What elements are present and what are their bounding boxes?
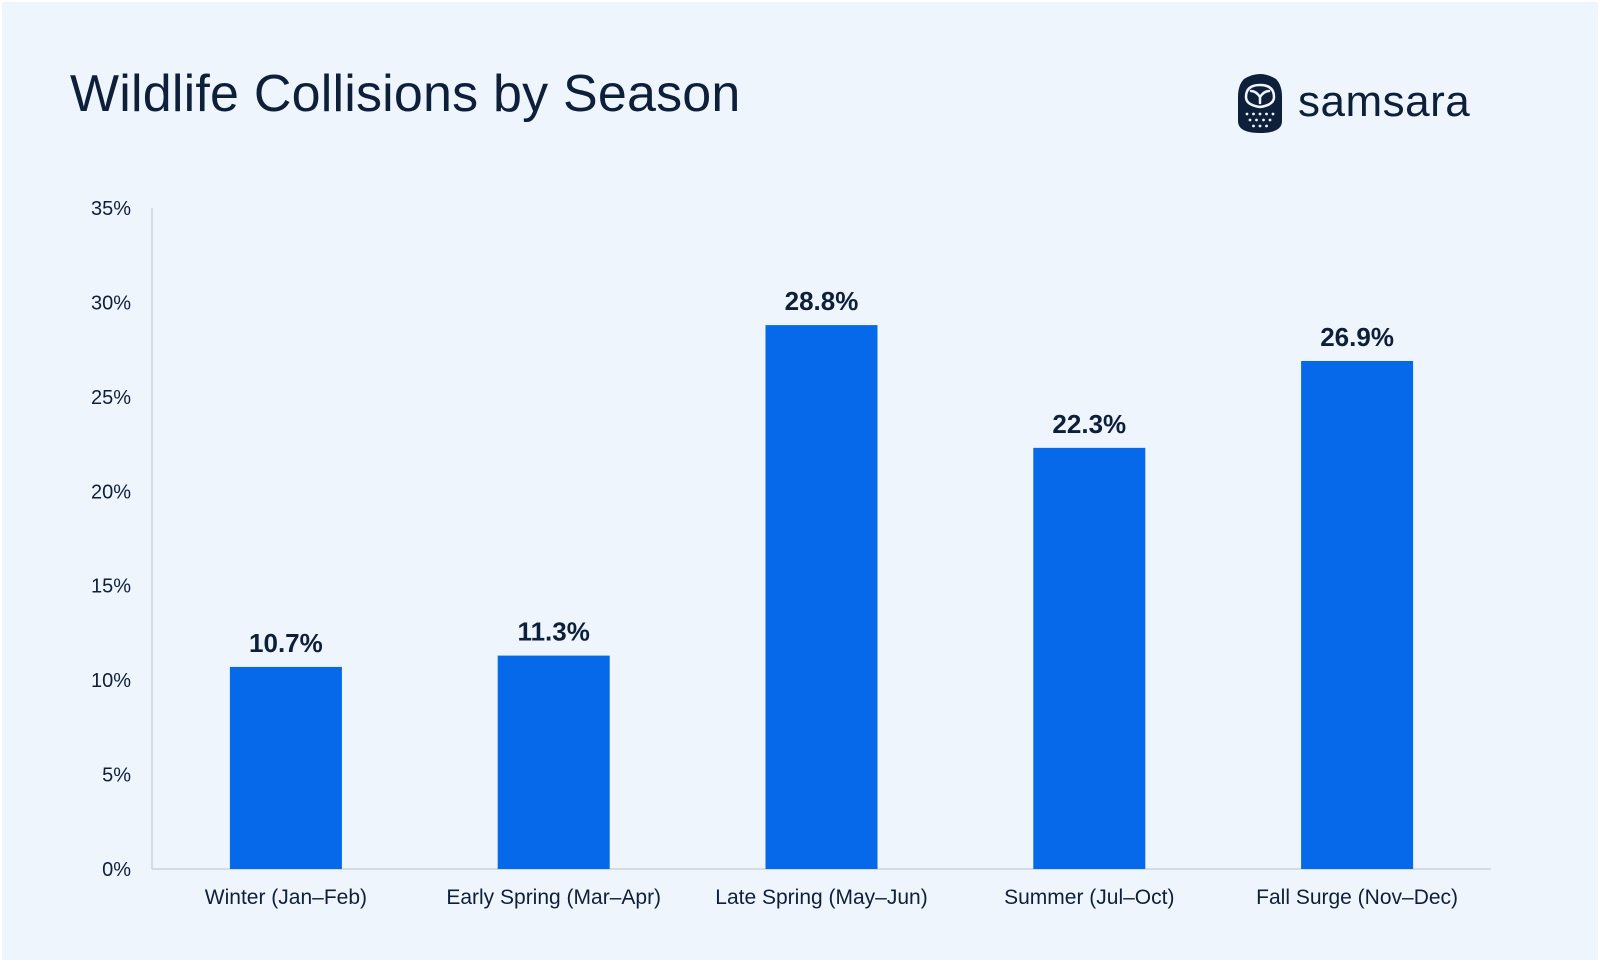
bar xyxy=(1033,447,1146,869)
y-tick-label: 5% xyxy=(102,765,131,787)
bars xyxy=(229,325,1414,869)
category-label: Fall Surge (Nov–Dec) xyxy=(1256,886,1458,909)
chart-title: Wildlife Collisions by Season xyxy=(70,65,741,123)
bar xyxy=(497,655,610,869)
category-labels: Winter (Jan–Feb) Early Spring (Mar–Apr) La… xyxy=(205,886,1458,909)
y-axis-ticks: 0% 5% 10% 15% 20% 25% 30% 35% xyxy=(91,198,131,881)
data-labels: 10.7% 11.3% 28.8% 22.3% 26.9% xyxy=(249,286,1394,658)
category-label: Summer (Jul–Oct) xyxy=(1004,886,1174,909)
y-tick-label: 0% xyxy=(102,859,131,881)
y-tick-label: 15% xyxy=(91,576,131,598)
bar-value-label: 22.3% xyxy=(1052,409,1126,439)
bar xyxy=(229,666,342,869)
y-tick-label: 35% xyxy=(91,198,131,220)
bar-value-label: 28.8% xyxy=(785,286,859,316)
y-tick-label: 25% xyxy=(91,387,131,409)
category-label: Winter (Jan–Feb) xyxy=(205,886,367,909)
bar-value-label: 26.9% xyxy=(1320,322,1394,352)
bar xyxy=(765,325,878,869)
bar xyxy=(1301,360,1414,869)
category-label: Early Spring (Mar–Apr) xyxy=(446,886,661,909)
y-tick-label: 20% xyxy=(91,481,131,503)
y-tick-label: 30% xyxy=(91,292,131,314)
bar-value-label: 10.7% xyxy=(249,628,323,658)
bar-value-label: 11.3% xyxy=(518,617,590,647)
category-label: Late Spring (May–Jun) xyxy=(715,886,927,909)
owl-logo-icon xyxy=(1238,74,1282,133)
brand-name: samsara xyxy=(1298,77,1471,126)
y-tick-label: 10% xyxy=(91,670,131,692)
brand-logo: samsara xyxy=(1238,70,1470,134)
